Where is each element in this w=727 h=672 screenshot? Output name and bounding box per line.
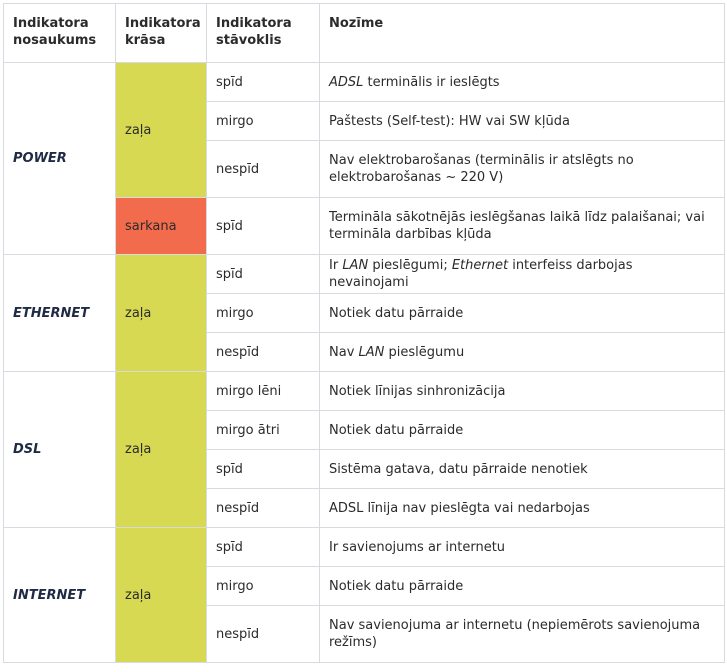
indicator-meaning: Nav elektrobarošanas (terminālis ir atsl… — [319, 140, 725, 198]
table-row: mirgo Paštests (Self-test): HW vai SW kļū… — [4, 101, 725, 141]
indicator-name: INTERNET — [3, 527, 116, 663]
indicator-state: spīd — [206, 527, 320, 567]
indicator-table: Indikatora nosaukums Indikatora krāsa In… — [3, 3, 725, 663]
header-meaning: Nozīme — [319, 3, 725, 63]
indicator-state: spīd — [206, 254, 320, 294]
meaning-text: Ir — [329, 258, 343, 273]
indicator-state: mirgo — [206, 293, 320, 333]
indicator-meaning: ADSL terminālis ir ieslēgts — [319, 62, 725, 102]
table-row: DSL zaļa mirgo lēni Notiek līnijas sinhroni… — [3, 371, 725, 528]
indicator-meaning: Notiek datu pārraide — [319, 293, 725, 333]
meaning-text: Termināla sākotnējās ieslēgšanas laikā l… — [329, 210, 705, 242]
indicator-meaning: Termināla sākotnējās ieslēgšanas laikā l… — [319, 197, 725, 255]
table-body: POWER zaļa spīd ADSL terminālis ir ieslēgts… — [3, 62, 725, 663]
table-row: POWER zaļa spīd ADSL terminālis ir ieslēgts — [3, 62, 725, 255]
meaning-emphasis: LAN — [358, 344, 385, 360]
indicator-state: mirgo lēni — [206, 371, 320, 411]
table-row: mirgo ātri Notiek datu pārraide — [4, 410, 725, 450]
indicator-color: zaļa — [115, 62, 207, 198]
indicator-meaning: ADSL līnija nav pieslēgta vai nedarbojas — [319, 488, 725, 528]
meaning-text: pieslēgumi; — [368, 258, 452, 273]
indicator-state: nespīd — [206, 605, 320, 663]
meaning-text: ADSL līnija nav pieslēgta vai nedarbojas — [329, 500, 590, 516]
table-row: mirgo Notiek datu pārraide — [4, 566, 725, 606]
meaning-emphasis: LAN — [342, 258, 369, 273]
indicator-meaning: Nav LAN pieslēgumu — [319, 332, 725, 372]
meaning-text: pieslēgumu — [384, 344, 465, 360]
meaning-text: terminālis ir ieslēgts — [363, 74, 500, 90]
meaning-text: Notiek datu pārraide — [329, 422, 464, 438]
indicator-color: zaļa — [115, 254, 207, 372]
indicator-meaning: Nav savienojuma ar internetu (nepiemērot… — [319, 605, 725, 663]
indicator-meaning: Notiek datu pārraide — [319, 410, 725, 450]
indicator-meaning: Notiek datu pārraide — [319, 566, 725, 606]
meaning-text: interfeiss darbojas nevainojami — [329, 258, 633, 290]
meaning-text: Nav — [329, 344, 359, 360]
indicator-state: spīd — [206, 197, 320, 255]
meaning-text: Notiek datu pārraide — [329, 578, 464, 594]
indicator-color: zaļa — [115, 527, 207, 663]
table-row: nespīd Nav savienojuma ar internetu (nepi… — [4, 605, 725, 663]
indicator-meaning: Notiek līnijas sinhronizācija — [319, 371, 725, 411]
table-row: nespīd Nav LAN pieslēgumu — [4, 332, 725, 372]
indicator-meaning: Paštests (Self-test): HW vai SW kļūda — [319, 101, 725, 141]
indicator-state: spīd — [206, 62, 320, 102]
table-row: mirgo Notiek datu pārraide — [4, 293, 725, 333]
indicator-meaning: Sistēma gatava, datu pārraide nenotiek — [319, 449, 725, 489]
indicator-state: nespīd — [206, 140, 320, 198]
indicator-color: sarkana — [115, 197, 207, 255]
indicator-state: mirgo — [206, 101, 320, 141]
header-row: Indikatora nosaukums Indikatora krāsa In… — [3, 3, 725, 63]
indicator-state: mirgo ātri — [206, 410, 320, 450]
meaning-text: Ir savienojums ar internetu — [329, 539, 506, 555]
table-row: INTERNET zaļa spīd Ir savienojums ar intern… — [3, 527, 725, 663]
header-color: Indikatora krāsa — [115, 3, 207, 63]
indicator-state: nespīd — [206, 488, 320, 528]
meaning-text: Paštests (Self-test): HW vai SW kļūda — [329, 113, 570, 129]
indicator-color: zaļa — [115, 371, 207, 528]
table-row: ETHERNET zaļa spīd Ir LAN pieslēgumi; Ether… — [3, 254, 725, 372]
indicator-state: mirgo — [206, 566, 320, 606]
table-row: spīd Sistēma gatava, datu pārraide nenoti… — [4, 449, 725, 489]
table-row: nespīd ADSL līnija nav pieslēgta vai neda… — [4, 488, 725, 528]
meaning-emphasis: Ethernet — [451, 258, 509, 273]
meaning-text: Nav elektrobarošanas (terminālis ir atsl… — [329, 153, 634, 185]
indicator-state: nespīd — [206, 332, 320, 372]
meaning-text: Notiek datu pārraide — [329, 305, 464, 321]
table-row: sarkana spīd Termināla sākotnējās ieslēgša… — [4, 197, 725, 255]
meaning-text: Nav savienojuma ar internetu (nepiemērot… — [329, 618, 701, 650]
indicator-meaning: Ir LAN pieslēgumi; Ethernet interfeiss d… — [319, 254, 725, 294]
indicator-name: DSL — [3, 371, 116, 528]
indicator-meaning: Ir savienojums ar internetu — [319, 527, 725, 567]
indicator-name: ETHERNET — [3, 254, 116, 372]
meaning-text: Notiek līnijas sinhronizācija — [329, 383, 506, 399]
header-state: Indikatora stāvoklis — [206, 3, 320, 63]
meaning-emphasis: ADSL — [329, 74, 364, 90]
indicator-state: spīd — [206, 449, 320, 489]
indicator-name: POWER — [3, 62, 116, 255]
header-name: Indikatora nosaukums — [3, 3, 116, 63]
meaning-text: Sistēma gatava, datu pārraide nenotiek — [329, 461, 588, 477]
table-row: nespīd Nav elektrobarošanas (terminālis i… — [4, 140, 725, 198]
